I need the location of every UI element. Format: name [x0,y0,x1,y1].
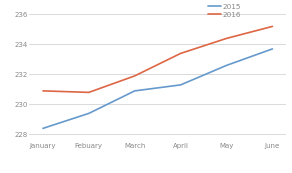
2016 [271,25,274,28]
2015 [41,127,45,129]
2015 [133,90,136,92]
2016 [87,91,91,93]
2015 [179,84,182,86]
2015 [271,48,274,50]
2016 [133,75,136,77]
Line: 2016: 2016 [43,26,272,92]
2016 [41,90,45,92]
2016 [179,52,182,54]
2015 [225,64,228,66]
2015 [87,112,91,114]
2016 [225,37,228,39]
Line: 2015: 2015 [43,49,272,128]
Legend: 2015, 2016: 2015, 2016 [208,4,241,18]
